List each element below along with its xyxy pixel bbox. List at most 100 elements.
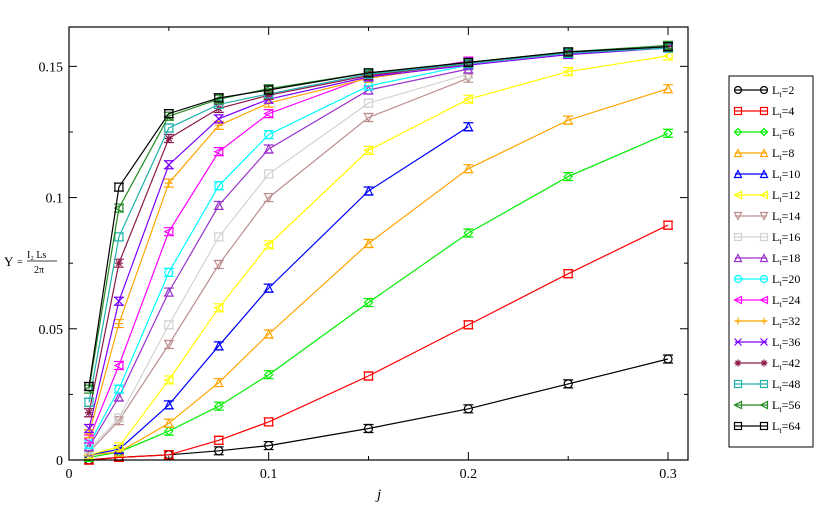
series-lt-4 [83, 220, 674, 465]
legend-label-rest: =6 [782, 125, 795, 139]
data-point [663, 220, 673, 230]
data-point [263, 108, 274, 119]
legend-entry: Lt=4 [733, 104, 794, 120]
series-line [88, 88, 669, 456]
data-point [463, 69, 473, 79]
legend-entry: Lt=16 [733, 230, 800, 246]
legend-label-main: L [772, 230, 779, 244]
legend-marker [733, 169, 743, 179]
legend-label-sub: t [779, 342, 782, 351]
legend-label-rest: =48 [782, 377, 801, 391]
legend-label-sub: t [779, 195, 782, 204]
data-point [164, 134, 173, 143]
data-point [213, 401, 224, 412]
data-point [263, 369, 274, 380]
data-point [463, 121, 474, 132]
data-point [84, 397, 94, 407]
legend-label: Lt=4 [772, 104, 794, 120]
data-point [84, 424, 94, 433]
legend-marker [733, 106, 743, 116]
legend-entry: Lt=2 [733, 83, 795, 99]
legend-label-rest: =2 [782, 83, 795, 97]
series-line [88, 63, 469, 434]
legend-label-main: L [772, 356, 779, 370]
data-point [164, 179, 173, 188]
series-lt-14 [83, 73, 474, 458]
data-point [83, 441, 94, 452]
y-label-symbol: Υ [4, 254, 14, 269]
y-axis-label: Υ = I₂ Ls 2π [4, 250, 57, 276]
legend-marker [734, 338, 742, 346]
legend-label-sub: t [779, 258, 782, 267]
legend-entry: Lt=48 [733, 377, 801, 393]
data-point [164, 320, 174, 330]
legend-label: Lt=16 [772, 230, 800, 246]
data-point [84, 408, 93, 417]
data-point [363, 112, 374, 123]
data-point [263, 143, 274, 154]
data-point [113, 203, 124, 214]
legend-marker [734, 317, 742, 325]
data-point [563, 379, 573, 389]
legend-marker [759, 106, 769, 116]
data-point [213, 302, 224, 313]
legend-marker [733, 190, 743, 200]
legend-entry: Lt=24 [733, 293, 800, 309]
x-tick-label: 0.3 [659, 467, 677, 482]
legend-marker [733, 232, 743, 242]
series-line [88, 73, 469, 450]
legend-label-main: L [772, 419, 779, 433]
data-point [263, 328, 274, 339]
data-point [114, 296, 124, 306]
legend-label-sub: t [779, 279, 782, 288]
legend-label-sub: t [779, 216, 782, 225]
data-point [113, 441, 124, 452]
legend-marker [759, 232, 769, 242]
data-point [114, 413, 124, 423]
y-tick-label: 0.05 [39, 323, 64, 338]
legend-marker [759, 85, 769, 95]
data-point [264, 440, 274, 451]
data-point [363, 68, 374, 78]
data-point [113, 446, 124, 457]
legend-label-main: L [772, 167, 779, 181]
legend-label-rest: =36 [782, 335, 801, 349]
series-line [88, 358, 669, 461]
data-point [264, 129, 274, 140]
data-point [214, 446, 224, 456]
legend-marker [760, 338, 768, 346]
series-line [88, 44, 669, 390]
data-point [213, 200, 224, 211]
series-line [88, 46, 669, 387]
legend-marker [759, 127, 769, 137]
legend-label-main: L [772, 377, 779, 391]
y-tick-label: 0.1 [46, 192, 64, 207]
legend-marker [734, 359, 742, 367]
legend-label-rest: =12 [782, 188, 801, 202]
legend-label: Lt=18 [772, 251, 800, 267]
data-point [563, 171, 574, 182]
axes: 0 0.1 0.2 0.3 0 0.05 0.1 0.15 [39, 26, 689, 482]
plot-frame [68, 26, 689, 461]
legend-marker [733, 421, 743, 431]
legend-label-rest: =64 [782, 419, 801, 433]
data-point [214, 181, 224, 191]
legend-marker [759, 253, 769, 263]
legend-label-main: L [772, 251, 779, 265]
data-point [214, 435, 224, 445]
data-point [264, 417, 274, 427]
legend-label-rest: =32 [782, 314, 801, 328]
plot-area [83, 40, 674, 465]
legend-label-rest: =42 [782, 356, 801, 370]
y-label-denominator: 2π [34, 265, 44, 276]
series-lt-10 [83, 121, 474, 460]
legend-label-main: L [772, 188, 779, 202]
data-point [163, 417, 174, 428]
data-point [163, 226, 174, 237]
data-point [213, 259, 224, 270]
series-lt-64 [83, 42, 674, 392]
legend-entry: Lt=36 [734, 335, 801, 351]
legend-label: Lt=14 [772, 209, 800, 225]
legend-label-main: L [772, 335, 779, 349]
